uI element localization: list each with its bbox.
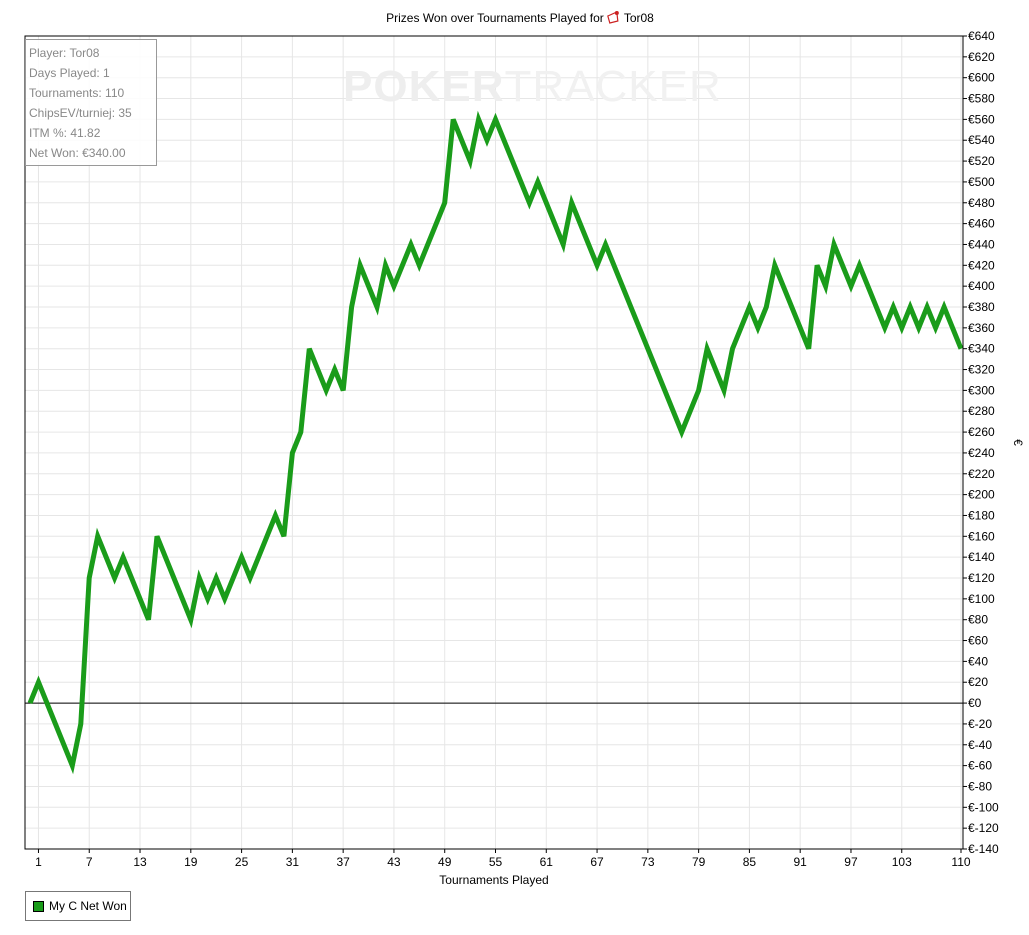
y-tick-label: €20	[968, 675, 988, 689]
y-tick-label: €420	[968, 258, 995, 272]
x-tick-label: 61	[540, 855, 554, 869]
watermark-part1: POKER	[343, 62, 505, 111]
y-tick-label: €-40	[968, 738, 992, 752]
y-tick-label: €120	[968, 571, 995, 585]
plot-border	[24, 35, 964, 850]
y-tick-label: €180	[968, 508, 995, 522]
y-tick-label: €-140	[968, 842, 999, 856]
info-player: Player: Tor08	[29, 46, 100, 60]
info-days-played: Days Played: 1	[29, 66, 110, 80]
x-tick-label: 19	[184, 855, 198, 869]
y-tick-label: €40	[968, 654, 988, 668]
y-axis-label: €	[1011, 439, 1025, 446]
chart-title-player: Tor08	[624, 11, 654, 25]
x-tick-label: 103	[892, 855, 912, 869]
x-tick-label: 67	[590, 855, 604, 869]
x-tick-label: 7	[86, 855, 93, 869]
y-tick-label: €640	[968, 29, 995, 43]
y-tick-label: €400	[968, 279, 995, 293]
x-tick-label: 97	[844, 855, 858, 869]
y-tick-label: €320	[968, 363, 995, 377]
y-tick-label: €220	[968, 467, 995, 481]
y-tick-label: €80	[968, 613, 988, 627]
y-tick-label: €520	[968, 154, 995, 168]
chart-title: Prizes Won over Tournaments Played for T…	[386, 11, 654, 25]
y-tick-label: €500	[968, 175, 995, 189]
y-tick-label: €340	[968, 342, 995, 356]
y-tick-label: €280	[968, 404, 995, 418]
y-tick-label: €-120	[968, 821, 999, 835]
series-group	[27, 110, 964, 775]
y-tick-label: €480	[968, 196, 995, 210]
watermark-part2: TRACKER	[504, 62, 722, 111]
info-tournaments: Tournaments: 110	[29, 86, 125, 100]
x-tick-label: 13	[133, 855, 147, 869]
y-tick-label: €360	[968, 321, 995, 335]
y-axis: €-140 €-120 €-100 €-80 €-60 €-40 €-20 €0 €20 €40 €…	[963, 29, 999, 856]
y-tick-label: €-60	[968, 759, 992, 773]
x-tick-label: 49	[438, 855, 452, 869]
y-tick-label: €-100	[968, 800, 999, 814]
y-tick-label: €-80	[968, 779, 992, 793]
y-tick-label: €240	[968, 446, 995, 460]
y-tick-label: €440	[968, 237, 995, 251]
y-tick-label: €460	[968, 217, 995, 231]
x-tick-label: 91	[794, 855, 808, 869]
player-icon	[607, 11, 619, 24]
legend-swatch	[33, 900, 44, 912]
y-tick-label: €260	[968, 425, 995, 439]
x-tick-label: 55	[489, 855, 503, 869]
y-tick-label: €100	[968, 592, 995, 606]
x-tick-label: 110	[951, 855, 970, 869]
y-tick-label: €600	[968, 71, 995, 85]
pokertracker-watermark: POKERTRACKER	[343, 62, 722, 112]
info-net-won: Net Won: €340.00	[29, 146, 126, 160]
y-tick-label: €60	[968, 634, 988, 648]
y-tick-label: €620	[968, 50, 995, 64]
grid	[25, 35, 963, 850]
x-tick-label: 79	[692, 855, 706, 869]
player-info-box: Player: Tor08 Days Played: 1 Tournaments…	[25, 39, 157, 166]
x-tick-label: 73	[641, 855, 655, 869]
y-tick-label: €300	[968, 383, 995, 397]
x-axis-label: Tournaments Played	[439, 873, 548, 887]
x-tick-label: 85	[743, 855, 757, 869]
y-tick-label: €160	[968, 529, 995, 543]
y-tick-label: €0	[968, 696, 982, 710]
x-tick-label: 31	[286, 855, 300, 869]
y-tick-label: €140	[968, 550, 995, 564]
y-tick-label: €580	[968, 92, 995, 106]
legend-label: My C Net Won	[49, 899, 127, 913]
x-tick-label: 1	[35, 855, 42, 869]
series-line-net-won	[27, 110, 964, 775]
y-tick-label: €540	[968, 133, 995, 147]
x-tick-label: 37	[336, 855, 350, 869]
y-tick-label: €560	[968, 112, 995, 126]
legend[interactable]: My C Net Won	[25, 891, 131, 921]
y-tick-label: €-20	[968, 717, 992, 731]
y-tick-label: €380	[968, 300, 995, 314]
info-chipsev: ChipsEV/turniej: 35	[29, 106, 132, 120]
info-itm: ITM %: 41.82	[29, 126, 101, 140]
x-tick-label: 43	[387, 855, 401, 869]
x-axis: 1 7 13 19 25 31 37 43 49 55 61 67 73 79 85 91 97 103 110	[35, 849, 971, 869]
chart-title-text: Prizes Won over Tournaments Played for	[386, 11, 604, 25]
x-tick-label: 25	[235, 855, 249, 869]
y-tick-label: €200	[968, 488, 995, 502]
